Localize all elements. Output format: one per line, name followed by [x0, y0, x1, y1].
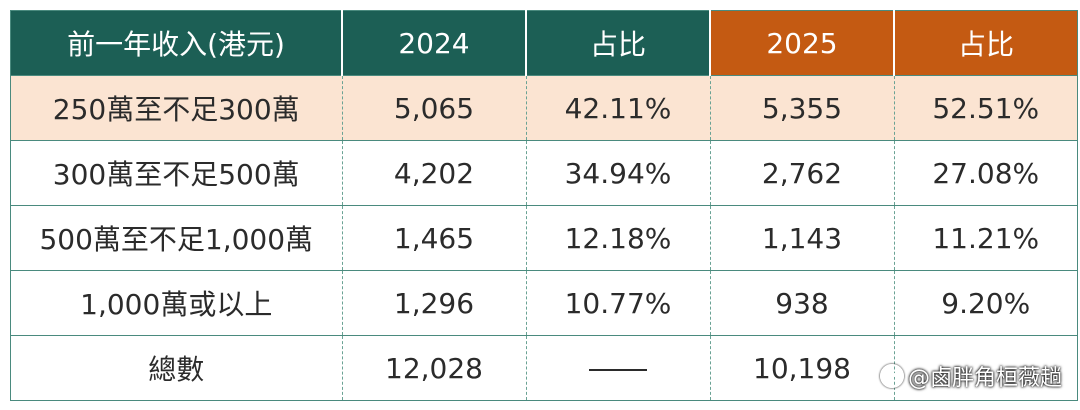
- share-2025-cell: 52.51%: [894, 75, 1078, 141]
- share-2025-cell: 11.21%: [894, 205, 1078, 271]
- income-table: 前一年收入(港元) 2024 占比 2025 占比 250萬至不足300萬 5,…: [10, 10, 1078, 401]
- income-range-cell: 1,000萬或以上: [10, 270, 343, 336]
- header-2025: 2025: [710, 10, 895, 76]
- total-2025-cell: 10,198: [710, 335, 895, 401]
- header-share-2025: 占比: [894, 10, 1078, 76]
- income-range-cell: 250萬至不足300萬: [10, 75, 343, 141]
- table-row: 1,000萬或以上 1,296 10.77% 938 9.20%: [10, 270, 1078, 336]
- share-2024-cell: 12.18%: [526, 205, 711, 271]
- dash-line-icon: [589, 368, 647, 371]
- share-2025-cell: 27.08%: [894, 140, 1078, 206]
- share-2024-cell: 42.11%: [526, 75, 711, 141]
- count-2025-cell: 938: [710, 270, 895, 336]
- count-2024-cell: 5,065: [342, 75, 527, 141]
- total-share-2025-cell: [894, 335, 1078, 401]
- total-label-cell: 總數: [10, 335, 343, 401]
- count-2024-cell: 1,296: [342, 270, 527, 336]
- count-2025-cell: 2,762: [710, 140, 895, 206]
- table-row: 500萬至不足1,000萬 1,465 12.18% 1,143 11.21%: [10, 205, 1078, 271]
- header-share-2024: 占比: [526, 10, 711, 76]
- total-share-2024-cell: [526, 335, 711, 401]
- table-row: 250萬至不足300萬 5,065 42.11% 5,355 52.51%: [10, 75, 1078, 141]
- income-range-cell: 300萬至不足500萬: [10, 140, 343, 206]
- share-2024-cell: 10.77%: [526, 270, 711, 336]
- total-2024-cell: 12,028: [342, 335, 527, 401]
- share-2024-cell: 34.94%: [526, 140, 711, 206]
- header-income-range: 前一年收入(港元): [10, 10, 343, 76]
- count-2024-cell: 1,465: [342, 205, 527, 271]
- face-icon: [879, 364, 904, 388]
- income-range-cell: 500萬至不足1,000萬: [10, 205, 343, 271]
- watermark-text: @鹵胖角桓薇趟: [907, 366, 1062, 391]
- header-2024: 2024: [342, 10, 527, 76]
- count-2025-cell: 1,143: [710, 205, 895, 271]
- count-2025-cell: 5,355: [710, 75, 895, 141]
- count-2024-cell: 4,202: [342, 140, 527, 206]
- table-row: 300萬至不足500萬 4,202 34.94% 2,762 27.08%: [10, 140, 1078, 206]
- share-2025-cell: 9.20%: [894, 270, 1078, 336]
- watermark: @鹵胖角桓薇趟: [879, 360, 1062, 392]
- table-total-row: 總數 12,028 10,198: [10, 335, 1078, 401]
- table-header-row: 前一年收入(港元) 2024 占比 2025 占比: [10, 10, 1078, 76]
- income-table-container: 前一年收入(港元) 2024 占比 2025 占比 250萬至不足300萬 5,…: [10, 10, 1078, 401]
